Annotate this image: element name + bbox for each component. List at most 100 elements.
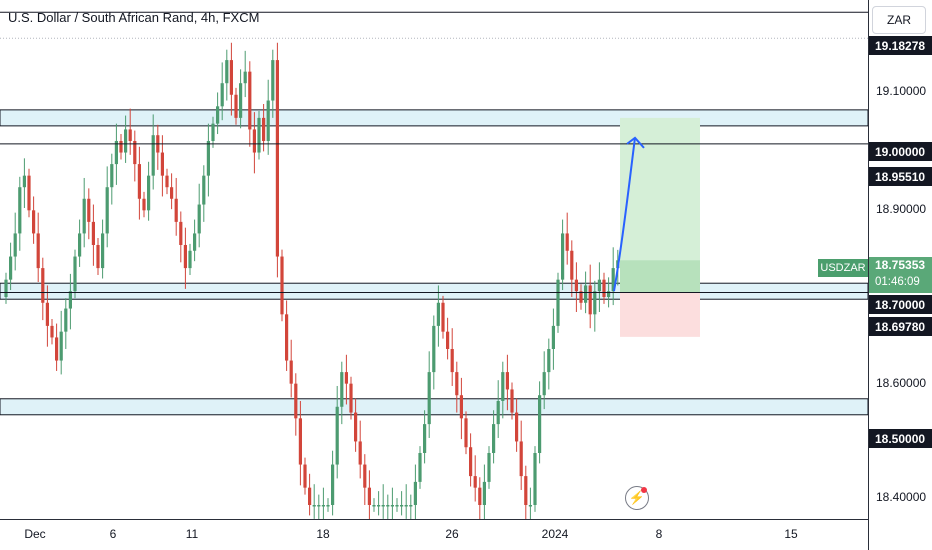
candle-body	[252, 129, 256, 153]
candle-body	[294, 383, 298, 419]
bar-countdown: 01:46:09	[875, 276, 920, 288]
candle-body	[528, 505, 532, 507]
price-label-19-00000: 19.00000	[869, 142, 932, 161]
x-tick-label: 26	[445, 527, 459, 541]
candle-body	[386, 505, 390, 507]
candle-body	[450, 348, 454, 373]
candle-body	[45, 302, 49, 326]
candle-body	[32, 210, 36, 234]
candle-body	[344, 372, 348, 384]
x-tick-label: 2024	[541, 527, 569, 541]
candle-body	[487, 452, 491, 482]
candle-body	[432, 325, 436, 373]
candle-body	[280, 256, 284, 315]
candle-body	[492, 424, 496, 453]
candle-body	[27, 175, 31, 211]
candle-body	[400, 505, 404, 507]
candle-body	[285, 314, 289, 361]
candle-body	[593, 291, 597, 315]
y-tick-label: 18.60000	[876, 376, 927, 390]
candle-body	[64, 308, 68, 332]
candle-body	[354, 412, 358, 442]
candle-body	[584, 285, 588, 303]
price-label-18-50000: 18.50000	[869, 429, 932, 448]
candle-body	[243, 71, 247, 84]
candle-body	[469, 447, 473, 477]
candle-body	[239, 83, 243, 118]
candle-body	[234, 94, 238, 118]
candle-body	[588, 285, 592, 315]
last-price-box: 18.75353 01:46:09	[869, 257, 932, 293]
forecast-arrow	[613, 137, 636, 292]
candle-body	[381, 505, 385, 507]
price-label-18-70000: 18.70000	[869, 295, 932, 314]
candle-body	[22, 175, 26, 188]
support-resistance-zone	[0, 398, 869, 416]
y-tick-label: 18.40000	[876, 490, 927, 504]
candle-body	[4, 279, 8, 297]
candle-body	[524, 476, 528, 505]
candle-body	[96, 244, 100, 269]
x-tick-label: Dec	[24, 527, 46, 541]
candle-body	[538, 395, 542, 453]
candle-body	[501, 372, 505, 401]
candle-body	[358, 441, 362, 465]
candle-body	[427, 372, 431, 425]
candle-body	[13, 233, 17, 257]
candle-body	[455, 372, 459, 396]
candle-body	[478, 487, 482, 505]
candle-body	[551, 325, 555, 349]
currency-button[interactable]: ZAR	[872, 6, 926, 34]
candle-body	[607, 291, 611, 297]
candle-body	[271, 60, 275, 101]
candle-body	[423, 424, 427, 453]
candle-body	[119, 140, 123, 153]
candle-body	[510, 389, 514, 413]
candle-body	[561, 233, 565, 280]
candle-body	[36, 233, 40, 269]
candle-body	[59, 331, 63, 361]
candle-body	[436, 302, 440, 326]
candle-body	[128, 129, 132, 141]
candle-body	[542, 372, 546, 396]
candle-body	[565, 233, 569, 251]
candle-body	[326, 505, 330, 507]
candle-body	[413, 481, 417, 505]
candle-body	[206, 140, 210, 176]
candle-body	[602, 279, 606, 297]
symbol-tag: USDZAR	[818, 259, 868, 277]
alert-dot-icon	[641, 487, 647, 493]
candle-body	[597, 279, 601, 292]
candle-body	[289, 360, 293, 384]
candle-body	[441, 302, 445, 332]
candle-body	[170, 187, 174, 199]
candle-body	[262, 117, 266, 141]
candle-body	[193, 233, 197, 251]
price-label-18-69780: 18.69780	[869, 317, 932, 336]
candle-body	[390, 505, 394, 507]
candle-body	[547, 348, 551, 373]
candle-body	[87, 198, 91, 222]
candle-body	[183, 244, 187, 269]
candle-body	[114, 140, 118, 165]
candle-body	[505, 372, 509, 390]
candle-body	[340, 372, 344, 407]
candle-body	[229, 60, 233, 95]
candle-body	[321, 505, 325, 507]
candle-body	[266, 100, 270, 141]
candle-body	[101, 233, 105, 269]
candle-body	[459, 395, 463, 419]
forecast-arrowhead	[626, 136, 645, 149]
x-tick-label: 8	[655, 527, 663, 541]
candle-body	[211, 123, 215, 141]
candle-body	[18, 187, 22, 234]
position-loss-zone	[620, 292, 700, 337]
candle-body	[409, 505, 413, 507]
candle-body	[519, 441, 523, 477]
candle-body	[165, 175, 169, 188]
candle-body	[82, 198, 86, 234]
candle-body	[160, 152, 164, 176]
alert-clock-icon[interactable]: ⚡	[625, 486, 649, 510]
candle-body	[404, 505, 408, 507]
